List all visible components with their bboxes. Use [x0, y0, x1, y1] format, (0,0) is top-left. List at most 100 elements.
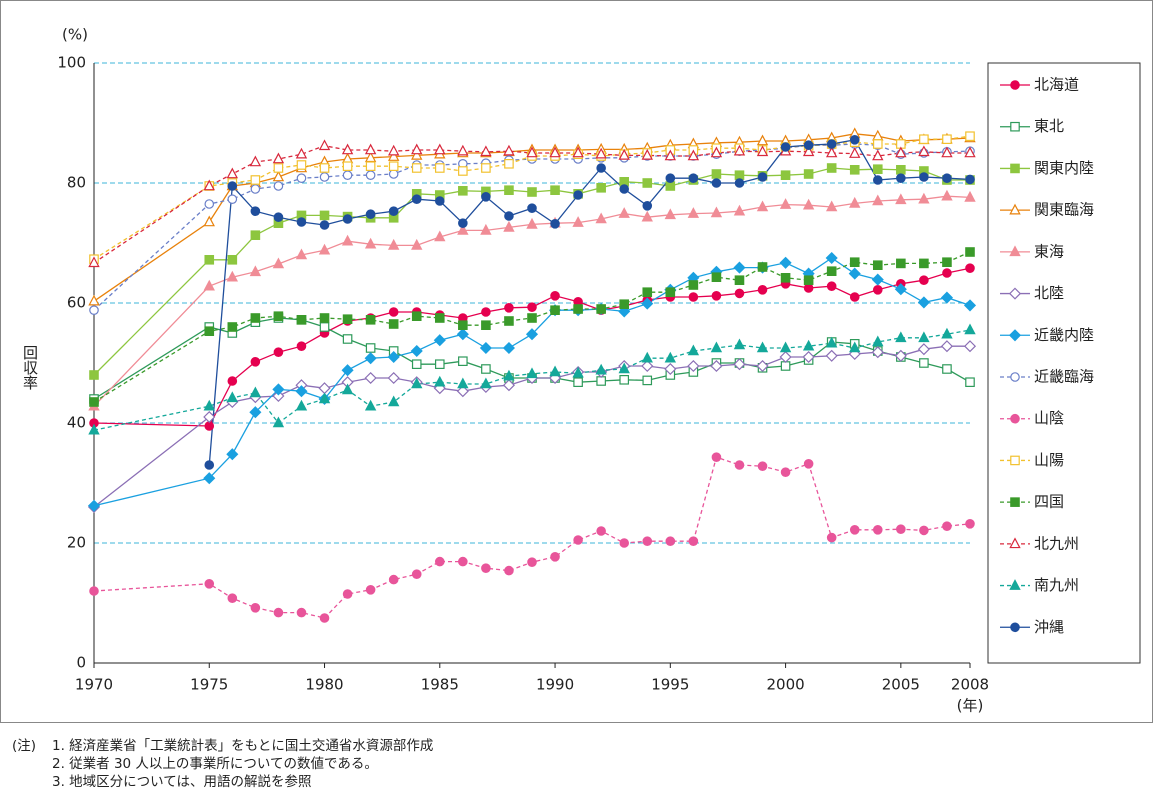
legend-label: 近畿臨海 — [1034, 368, 1094, 386]
y-tick-label: 80 — [67, 174, 86, 192]
marker — [527, 187, 537, 197]
marker — [434, 143, 446, 155]
marker — [88, 256, 100, 268]
marker — [1010, 121, 1020, 132]
marker — [641, 210, 653, 222]
marker — [457, 144, 469, 156]
marker — [940, 340, 953, 353]
marker — [917, 296, 930, 309]
marker — [1010, 80, 1020, 90]
marker — [296, 173, 307, 183]
marker — [826, 532, 837, 543]
marker — [481, 320, 491, 330]
chart-frame — [0, 0, 1153, 723]
marker — [296, 607, 307, 618]
marker — [295, 399, 308, 411]
marker — [894, 283, 907, 296]
marker — [1010, 497, 1020, 507]
marker — [711, 272, 722, 282]
y-tick-label: 100 — [57, 54, 86, 72]
marker — [756, 200, 769, 212]
marker — [710, 359, 723, 373]
marker — [458, 166, 468, 176]
marker — [364, 352, 377, 365]
marker — [250, 602, 261, 613]
marker — [919, 275, 929, 285]
marker — [319, 313, 330, 323]
marker — [757, 172, 768, 182]
marker — [965, 131, 975, 141]
marker — [273, 163, 284, 173]
marker — [919, 358, 929, 368]
marker — [434, 375, 446, 387]
marker — [411, 163, 422, 173]
marker — [550, 219, 560, 229]
marker — [595, 363, 607, 375]
marker — [1010, 413, 1020, 424]
marker — [549, 146, 561, 158]
series-line — [208, 139, 971, 466]
marker — [457, 223, 469, 235]
legend-label: 山陰 — [1034, 409, 1064, 427]
marker — [203, 179, 215, 191]
marker — [319, 210, 330, 221]
marker — [502, 341, 515, 355]
legend-label: 沖縄 — [1034, 618, 1064, 636]
marker — [272, 152, 285, 164]
marker — [342, 170, 353, 180]
marker — [295, 147, 308, 159]
marker — [573, 377, 583, 387]
marker — [665, 536, 676, 546]
marker — [250, 175, 261, 185]
marker — [226, 270, 239, 282]
marker — [572, 146, 584, 158]
marker — [664, 351, 677, 363]
marker — [89, 586, 99, 596]
marker — [295, 385, 308, 398]
marker — [527, 557, 537, 567]
marker — [226, 167, 239, 179]
marker — [365, 161, 376, 171]
marker — [273, 181, 284, 191]
marker — [826, 163, 837, 173]
marker — [733, 358, 746, 371]
marker — [918, 145, 930, 157]
marker — [780, 142, 791, 152]
marker — [734, 178, 745, 188]
marker — [456, 328, 469, 341]
marker — [642, 178, 653, 188]
series-line — [93, 145, 970, 264]
marker — [550, 185, 560, 195]
marker — [480, 145, 492, 157]
marker — [872, 164, 883, 174]
marker — [942, 364, 952, 374]
marker — [964, 190, 976, 202]
marker — [342, 334, 353, 344]
marker — [1010, 455, 1020, 466]
legend-label: 関東内陸 — [1034, 159, 1094, 177]
marker — [203, 215, 215, 227]
marker — [319, 322, 330, 332]
marker — [387, 371, 400, 385]
marker — [734, 275, 745, 285]
marker — [204, 421, 215, 431]
marker — [802, 198, 815, 210]
note: 3. 地域区分については、用語の解説を参照 — [52, 773, 312, 790]
marker — [849, 292, 860, 302]
marker — [849, 165, 860, 175]
marker — [204, 255, 215, 265]
marker — [963, 299, 977, 312]
marker — [641, 351, 653, 363]
marker — [526, 367, 538, 379]
marker — [872, 335, 884, 347]
marker — [1009, 537, 1021, 549]
marker — [642, 536, 653, 546]
marker — [227, 194, 238, 204]
marker — [757, 262, 768, 272]
marker — [1009, 203, 1021, 215]
marker — [481, 163, 491, 173]
marker — [504, 316, 514, 326]
marker — [895, 146, 907, 158]
marker — [249, 155, 262, 167]
marker — [618, 305, 631, 318]
